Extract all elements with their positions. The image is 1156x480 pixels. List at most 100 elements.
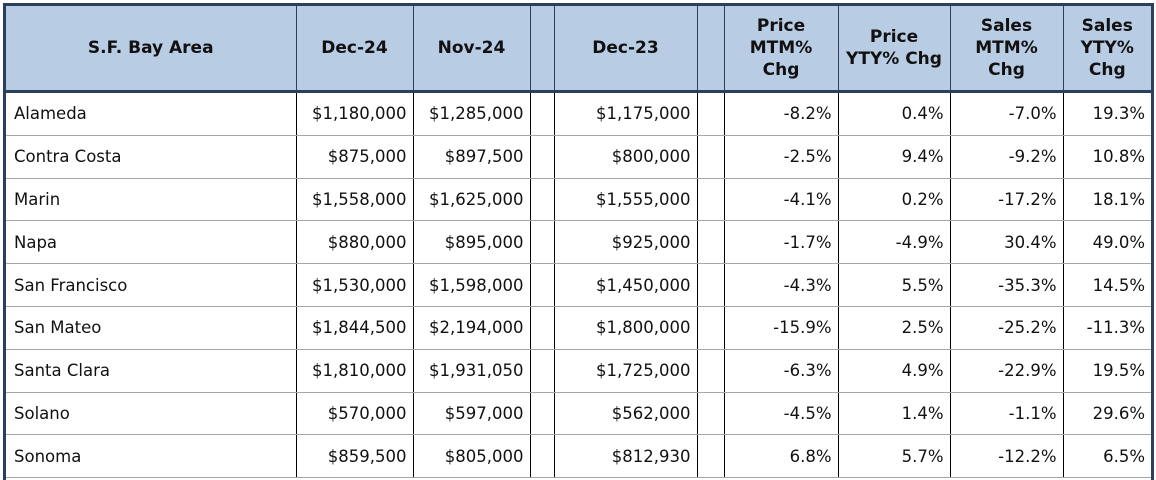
- header-price-yty: Price YTY% Chg: [838, 6, 951, 93]
- cell-sales-yty: -11.3%: [1063, 306, 1151, 350]
- table-row: Alameda $1,180,000 $1,285,000 $1,175,000 -8.…: [6, 91, 1151, 136]
- cell-nov24: $597,000: [413, 392, 531, 436]
- header-line: Price: [869, 27, 919, 47]
- header-sales-mtm: Sales MTM% Chg: [950, 6, 1064, 93]
- cell-spacer: [697, 392, 725, 436]
- cell-dec23: $1,800,000: [554, 306, 698, 350]
- cell-dec23: $925,000: [554, 220, 698, 265]
- cell-price-yty: -4.9%: [838, 220, 951, 265]
- table-row: Santa Clara $1,810,000 $1,931,050 $1,725,00…: [6, 349, 1151, 393]
- header-nov24: Nov-24: [413, 6, 531, 93]
- cell-price-yty: 5.5%: [838, 263, 951, 307]
- table-row: San Mateo $1,844,500 $2,194,000 $1,800,000-…: [6, 306, 1151, 350]
- cell-region: Santa Clara: [6, 349, 297, 393]
- cell-sales-yty: 29.6%: [1063, 392, 1151, 436]
- cell-spacer: [697, 263, 725, 307]
- cell-nov24: $805,000: [413, 434, 531, 479]
- cell-spacer: [697, 178, 725, 222]
- header-line: Price: [756, 16, 806, 36]
- bay-area-price-table: S.F. Bay Area Dec-24 Nov-24 Dec-23 Price…: [6, 6, 1151, 479]
- cell-dec24: $875,000: [296, 135, 414, 179]
- header-spacer: [530, 6, 555, 93]
- cell-sales-mtm: -1.1%: [950, 392, 1064, 436]
- cell-dec24: $1,810,000: [296, 349, 414, 393]
- cell-region: San Francisco: [6, 263, 297, 307]
- table-row: Napa $880,000 $895,000 $925,000 -1.7% -4.9% 30…: [6, 220, 1151, 265]
- cell-dec24: $570,000: [296, 392, 414, 436]
- cell-nov24: $2,194,000: [413, 306, 531, 350]
- cell-price-yty: 1.4%: [838, 392, 951, 436]
- cell-sales-yty: 19.5%: [1063, 349, 1151, 393]
- cell-region: Alameda: [6, 91, 297, 136]
- cell-spacer: [697, 434, 725, 479]
- cell-sales-mtm: -22.9%: [950, 349, 1064, 393]
- cell-price-mtm: -15.9%: [724, 306, 839, 350]
- table-row: Sonoma $859,500 $805,000 $812,930 6.8% 5.7% -1…: [6, 434, 1151, 479]
- cell-spacer: [530, 91, 555, 136]
- cell-nov24: $1,931,050: [413, 349, 531, 393]
- cell-spacer: [697, 91, 725, 136]
- cell-price-mtm: -2.5%: [724, 135, 839, 179]
- cell-sales-yty: 19.3%: [1063, 91, 1151, 136]
- table-row: San Francisco $1,530,000 $1,598,000 $1,450,…: [6, 263, 1151, 307]
- cell-dec24: $1,844,500: [296, 306, 414, 350]
- cell-region: Napa: [6, 220, 297, 265]
- cell-dec23: $1,725,000: [554, 349, 698, 393]
- cell-dec24: $880,000: [296, 220, 414, 265]
- header-region: S.F. Bay Area: [6, 6, 297, 93]
- cell-region: Solano: [6, 392, 297, 436]
- header-line: Chg: [988, 60, 1025, 80]
- cell-spacer: [530, 220, 555, 265]
- cell-dec23: $562,000: [554, 392, 698, 436]
- cell-price-mtm: -1.7%: [724, 220, 839, 265]
- cell-dec23: $800,000: [554, 135, 698, 179]
- cell-nov24: $895,000: [413, 220, 531, 265]
- header-line: MTM%: [975, 38, 1038, 58]
- cell-price-yty: 2.5%: [838, 306, 951, 350]
- cell-dec24: $1,180,000: [296, 91, 414, 136]
- cell-dec24: $1,558,000: [296, 178, 414, 222]
- cell-spacer: [530, 263, 555, 307]
- header-price-mtm: Price MTM% Chg: [724, 6, 839, 93]
- cell-sales-mtm: -9.2%: [950, 135, 1064, 179]
- cell-price-yty: 9.4%: [838, 135, 951, 179]
- cell-nov24: $1,625,000: [413, 178, 531, 222]
- cell-price-yty: 4.9%: [838, 349, 951, 393]
- cell-price-mtm: -4.1%: [724, 178, 839, 222]
- cell-price-mtm: -4.5%: [724, 392, 839, 436]
- cell-price-mtm: 6.8%: [724, 434, 839, 479]
- cell-sales-yty: 6.5%: [1063, 434, 1151, 479]
- header-line: Sales: [1081, 16, 1133, 36]
- header-row: S.F. Bay Area Dec-24 Nov-24 Dec-23 Price…: [6, 6, 1151, 93]
- cell-dec23: $1,175,000: [554, 91, 698, 136]
- cell-sales-yty: 49.0%: [1063, 220, 1151, 265]
- cell-dec23: $812,930: [554, 434, 698, 479]
- cell-sales-yty: 10.8%: [1063, 135, 1151, 179]
- cell-spacer: [530, 392, 555, 436]
- cell-sales-yty: 14.5%: [1063, 263, 1151, 307]
- cell-spacer: [530, 178, 555, 222]
- cell-price-yty: 5.7%: [838, 434, 951, 479]
- cell-dec24: $859,500: [296, 434, 414, 479]
- cell-region: Contra Costa: [6, 135, 297, 179]
- cell-sales-mtm: 30.4%: [950, 220, 1064, 265]
- cell-nov24: $897,500: [413, 135, 531, 179]
- table-body: Alameda $1,180,000 $1,285,000 $1,175,000 -8.…: [6, 91, 1151, 479]
- table-frame: [3, 3, 1154, 480]
- cell-spacer: [530, 349, 555, 393]
- header-sales-yty: Sales YTY% Chg: [1063, 6, 1151, 93]
- cell-price-yty: 0.4%: [838, 91, 951, 136]
- cell-spacer: [697, 349, 725, 393]
- header-line: Sales: [980, 16, 1033, 36]
- header-line: Chg: [762, 60, 800, 80]
- cell-price-mtm: -4.3%: [724, 263, 839, 307]
- cell-sales-yty: 18.1%: [1063, 178, 1151, 222]
- header-line: YTY% Chg: [1080, 38, 1134, 80]
- cell-region: San Mateo: [6, 306, 297, 350]
- cell-sales-mtm: -17.2%: [950, 178, 1064, 222]
- cell-dec23: $1,450,000: [554, 263, 698, 307]
- cell-spacer: [697, 220, 725, 265]
- header-line: YTY% Chg: [846, 49, 942, 69]
- cell-price-mtm: -8.2%: [724, 91, 839, 136]
- cell-spacer: [697, 306, 725, 350]
